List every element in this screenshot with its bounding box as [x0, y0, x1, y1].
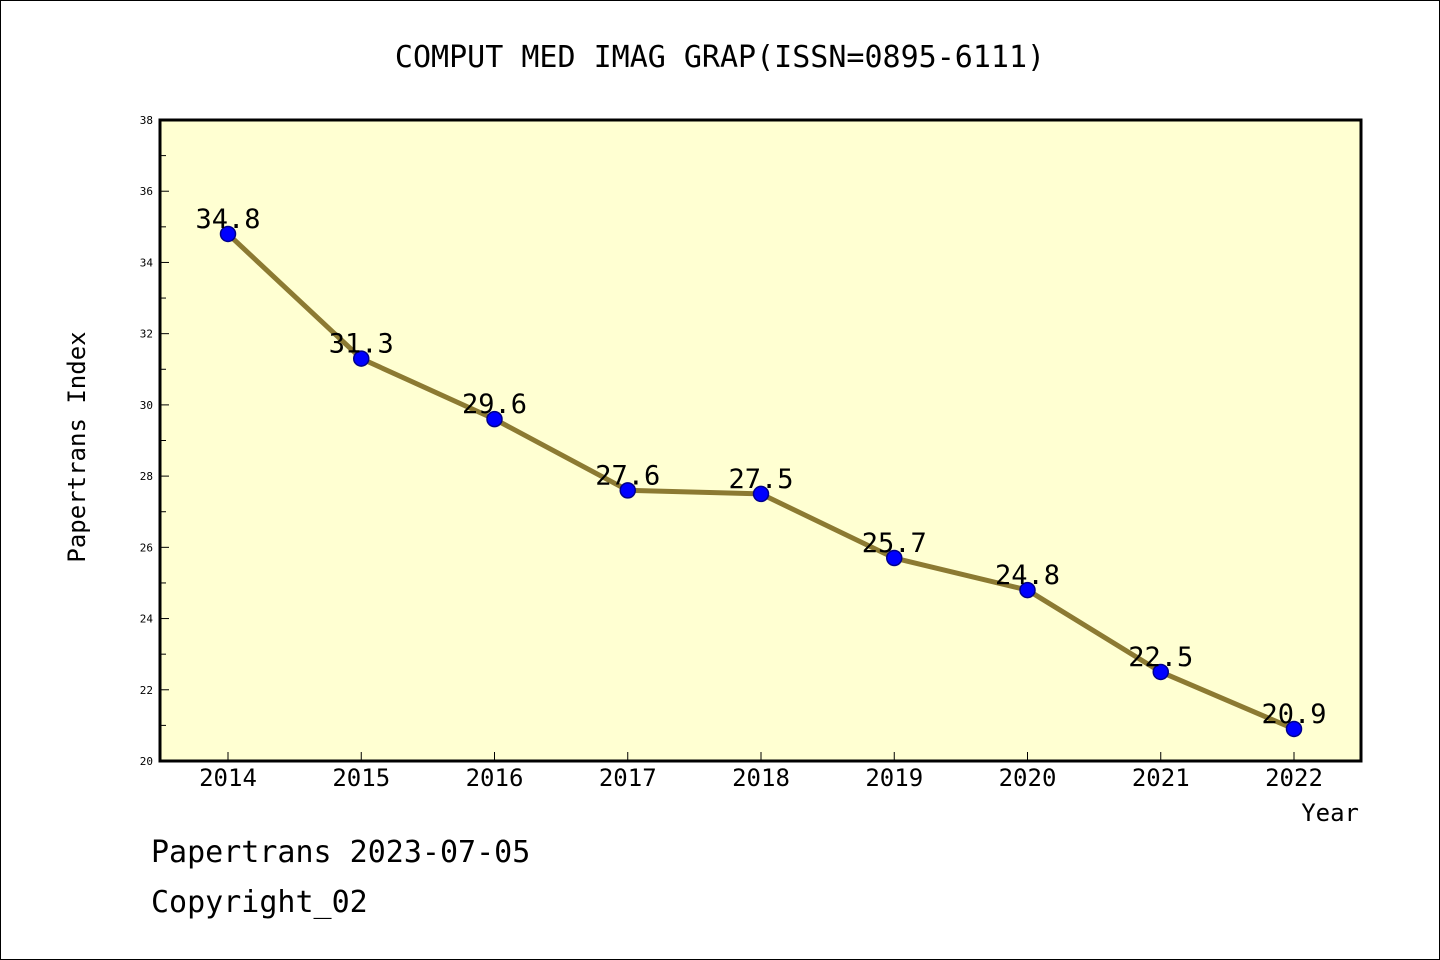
x-tick-label: 2022	[1265, 764, 1323, 792]
data-label: 29.6	[462, 389, 527, 420]
x-tick-label: 2019	[865, 764, 923, 792]
data-point	[1285, 720, 1303, 738]
y-tick-label: 34	[140, 256, 154, 269]
data-point	[486, 410, 503, 428]
x-tick-label: 2021	[1132, 764, 1190, 792]
plot-background	[158, 118, 1363, 763]
data-point	[1152, 663, 1169, 681]
y-tick-label: 30	[140, 399, 153, 412]
x-tick-label: 2018	[732, 764, 790, 792]
x-tick-label: 2015	[332, 764, 390, 792]
data-label: 24.8	[995, 560, 1060, 591]
y-tick-label: 32	[140, 328, 153, 341]
data-label: 27.6	[595, 460, 660, 491]
y-axis-label: Papertrans Index	[63, 331, 91, 562]
data-label: 25.7	[862, 528, 927, 559]
x-axis-label: Year	[1301, 799, 1359, 827]
y-tick-label: 38	[140, 114, 153, 127]
data-label: 31.3	[329, 329, 394, 360]
data-point	[1019, 581, 1036, 599]
data-point	[219, 225, 237, 243]
data-label: 20.9	[1261, 699, 1326, 730]
y-tick-label: 36	[140, 185, 153, 198]
y-tick-label: 24	[140, 613, 154, 626]
data-label: 34.8	[195, 204, 260, 235]
data-label: 27.5	[728, 464, 793, 495]
y-tick-label: 26	[140, 541, 153, 554]
data-point	[619, 482, 636, 499]
x-tick-label: 2014	[199, 764, 257, 792]
y-tick-label: 22	[140, 684, 153, 697]
chart-title: COMPUT MED IMAG GRAP(ISSN=0895-6111)	[395, 40, 1045, 75]
copyright-text: Copyright_02	[151, 885, 368, 920]
data-label: 22.5	[1128, 642, 1193, 673]
data-point	[353, 350, 370, 367]
x-tick-label: 2016	[466, 764, 524, 792]
x-tick-label: 2020	[999, 764, 1057, 792]
data-point	[886, 549, 903, 567]
data-point	[752, 485, 770, 503]
y-tick-label: 28	[140, 470, 153, 483]
source-date-text: Papertrans 2023-07-05	[151, 835, 531, 870]
x-tick-label: 2017	[599, 764, 657, 792]
y-tick-label: 20	[140, 755, 153, 768]
